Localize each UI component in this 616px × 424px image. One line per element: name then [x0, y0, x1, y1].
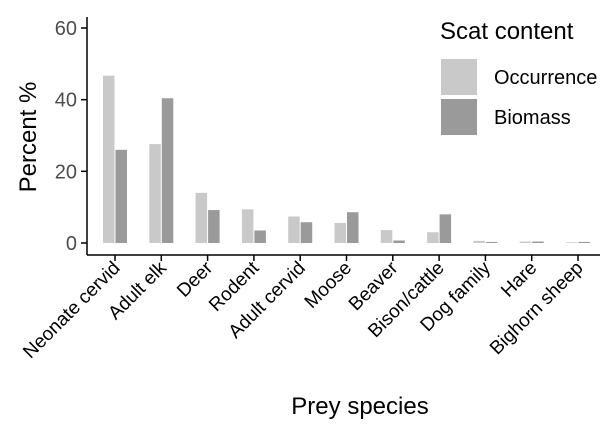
bar-biomass [485, 241, 498, 243]
bars [103, 75, 590, 244]
bar-occurrence [519, 241, 532, 243]
legend-label-biomass: Biomass [494, 107, 571, 129]
legend-title: Scat content [440, 18, 574, 45]
y-tick-label: 40 [55, 90, 77, 112]
legend-label-occurrence: Occurrence [494, 67, 597, 89]
y-tick-label: 20 [55, 161, 77, 183]
x-tick-label: Moose [301, 258, 356, 313]
bar-biomass [208, 210, 220, 243]
bar-occurrence [334, 222, 346, 243]
bar-occurrence [427, 232, 439, 243]
bar-biomass [254, 230, 266, 243]
y-tick-label: 0 [66, 233, 77, 255]
y-axis-label: Percent % [15, 82, 42, 193]
legend-key-biomass [441, 99, 477, 135]
bar-biomass [393, 240, 405, 243]
bar-occurrence [288, 216, 300, 243]
bar-biomass [347, 212, 359, 243]
bar-occurrence [566, 242, 578, 243]
bar-occurrence [149, 144, 161, 243]
legend: Scat content Occurrence Biomass [440, 18, 597, 135]
legend-key-occurrence [441, 59, 477, 95]
bar-occurrence [241, 209, 254, 243]
bar-biomass [161, 98, 174, 243]
x-axis-label: Prey species [291, 393, 428, 419]
bar-occurrence [103, 75, 115, 244]
y-tick-label: 60 [55, 18, 77, 40]
bar-occurrence [380, 230, 393, 243]
bar-biomass [300, 222, 313, 243]
bar-biomass [439, 214, 452, 243]
bar-occurrence [473, 240, 485, 243]
bar-biomass [578, 241, 590, 243]
bar-biomass [532, 241, 544, 243]
bar-biomass [115, 149, 127, 243]
y-axis: 0 20 40 60 [55, 17, 88, 255]
bar-occurrence [195, 192, 208, 243]
